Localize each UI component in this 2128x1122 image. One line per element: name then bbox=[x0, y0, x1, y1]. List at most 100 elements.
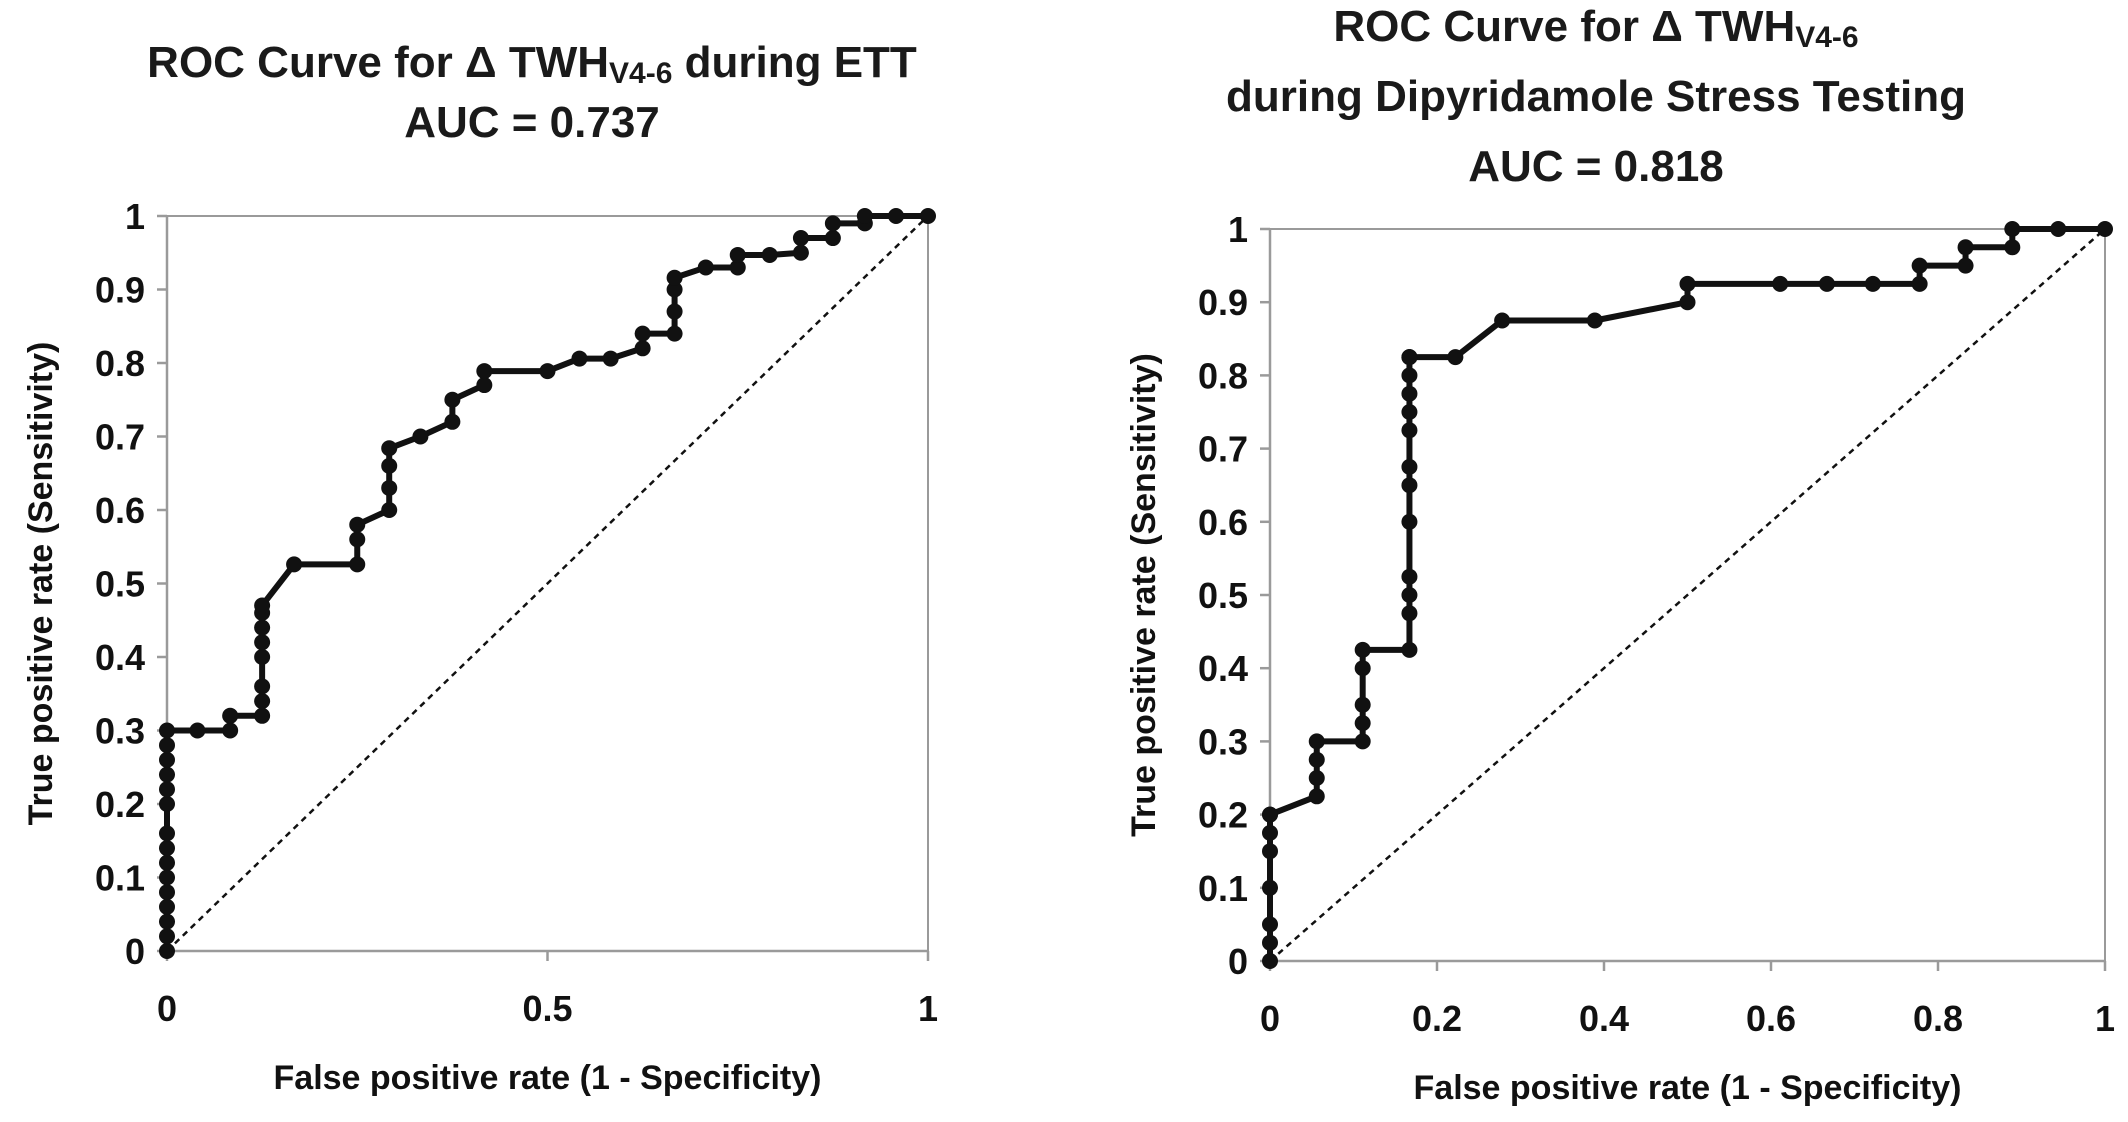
roc-data-point bbox=[159, 781, 175, 798]
chart-title-subscript: V4-6 bbox=[609, 57, 673, 90]
roc-data-point bbox=[2004, 221, 2021, 237]
roc-data-point bbox=[349, 516, 366, 533]
roc-data-point bbox=[1679, 275, 1696, 292]
roc-data-point bbox=[1308, 770, 1325, 786]
roc-data-point bbox=[222, 707, 239, 724]
x-tick-label: 0 bbox=[1260, 998, 1280, 1039]
roc-data-point bbox=[159, 928, 175, 945]
roc-data-point bbox=[602, 350, 619, 367]
roc-data-point bbox=[666, 281, 683, 298]
y-tick-label: 0.1 bbox=[1198, 868, 1248, 909]
roc-data-point bbox=[824, 215, 841, 232]
y-tick-label: 0.7 bbox=[1198, 429, 1248, 470]
roc-data-point bbox=[159, 840, 175, 857]
roc-data-point bbox=[1354, 641, 1371, 658]
y-tick-label: 0.2 bbox=[1198, 795, 1248, 836]
roc-data-point bbox=[159, 943, 175, 959]
y-tick-label: 0.1 bbox=[95, 858, 145, 899]
roc-data-point bbox=[1911, 275, 1928, 292]
roc-data-point bbox=[824, 230, 841, 247]
roc-data-point bbox=[1401, 477, 1418, 494]
y-tick-label: 0.2 bbox=[95, 784, 145, 825]
x-tick-label: 0.6 bbox=[1746, 998, 1796, 1039]
roc-data-point bbox=[920, 208, 936, 224]
roc-data-point bbox=[1262, 916, 1278, 933]
x-tick-label: 1 bbox=[918, 988, 938, 1029]
x-tick-label: 0.2 bbox=[1412, 998, 1462, 1039]
y-tick-label: 0.3 bbox=[95, 711, 145, 752]
y-tick-label: 0.6 bbox=[1198, 502, 1248, 543]
roc-data-point bbox=[159, 884, 175, 901]
y-tick-label: 0.9 bbox=[95, 270, 145, 311]
roc-data-point bbox=[1494, 312, 1511, 329]
roc-data-point bbox=[1354, 660, 1371, 677]
roc-data-point bbox=[2004, 239, 2021, 256]
roc-data-point bbox=[1401, 605, 1418, 622]
roc-data-point bbox=[1401, 513, 1418, 530]
roc-chart-right: 0 0.1 0.2 0.3 0.4 0.5 0.6 0.7 0.8 0.9 1 0 0.2 0.4 0.6 0… bbox=[1125, 209, 2115, 1107]
roc-data-point bbox=[634, 325, 651, 342]
roc-data-point bbox=[159, 898, 175, 915]
roc-data-point bbox=[1262, 806, 1278, 823]
roc-data-point bbox=[634, 340, 651, 357]
x-axis-label: False positive rate (1 - Specificity) bbox=[274, 1059, 822, 1097]
roc-data-point bbox=[159, 751, 175, 768]
roc-data-point bbox=[159, 796, 175, 812]
y-axis-label: True positive rate (Sensitivity) bbox=[22, 342, 60, 826]
x-tick-label: 0.5 bbox=[522, 988, 572, 1029]
roc-data-point bbox=[888, 208, 905, 224]
roc-data-point bbox=[159, 737, 175, 754]
y-tick-label: 0.9 bbox=[1198, 282, 1248, 323]
chart-title-text: ROC Curve for Δ TWH bbox=[1333, 2, 1796, 51]
y-tick-label: 0 bbox=[125, 931, 145, 972]
roc-data-point bbox=[571, 350, 588, 367]
roc-data-point bbox=[2097, 221, 2113, 237]
roc-data-point bbox=[254, 634, 271, 651]
roc-data-point bbox=[1262, 879, 1278, 896]
roc-data-point bbox=[666, 269, 683, 286]
reference-diagonal-line bbox=[1269, 228, 2106, 962]
x-tick-label: 0.8 bbox=[1913, 998, 1963, 1039]
y-axis-label: True positive rate (Sensitivity) bbox=[1125, 353, 1163, 837]
reference-diagonal-line bbox=[166, 215, 929, 952]
chart-title-text: ROC Curve for Δ TWH bbox=[147, 38, 610, 87]
roc-data-point bbox=[476, 363, 493, 380]
roc-data-point bbox=[1354, 696, 1371, 713]
y-tick-label: 0.8 bbox=[1198, 355, 1248, 396]
x-tick-label: 0.4 bbox=[1579, 998, 1629, 1039]
auc-label-right: AUC = 0.818 bbox=[1468, 142, 1724, 191]
x-axis-label: False positive rate (1 - Specificity) bbox=[1414, 1069, 1962, 1107]
roc-data-point bbox=[1401, 385, 1418, 402]
roc-data-point bbox=[1447, 349, 1464, 366]
roc-data-point bbox=[349, 531, 366, 548]
chart-title-line2-right: during Dipyridamole Stress Testing bbox=[1226, 72, 1966, 121]
roc-data-point bbox=[381, 440, 398, 457]
roc-data-point bbox=[792, 244, 809, 261]
roc-data-point bbox=[159, 854, 175, 871]
roc-data-point bbox=[1308, 733, 1325, 750]
roc-data-point bbox=[159, 722, 175, 739]
roc-data-point bbox=[159, 913, 175, 930]
roc-data-point bbox=[381, 502, 398, 518]
roc-data-point bbox=[349, 556, 366, 573]
roc-data-point bbox=[1401, 367, 1418, 384]
roc-data-point bbox=[1401, 349, 1418, 366]
roc-data-point bbox=[476, 377, 493, 394]
roc-data-point bbox=[2050, 221, 2067, 237]
y-tick-label: 0.6 bbox=[95, 490, 145, 531]
roc-data-point bbox=[1308, 751, 1325, 768]
roc-data-point bbox=[1401, 404, 1418, 420]
roc-data-point bbox=[189, 722, 206, 739]
chart-title-subscript: V4-6 bbox=[1795, 21, 1859, 54]
roc-data-point bbox=[159, 869, 175, 886]
roc-data-point bbox=[254, 597, 271, 614]
roc-data-point bbox=[159, 766, 175, 783]
roc-data-point bbox=[1262, 934, 1278, 951]
roc-data-point bbox=[1401, 641, 1418, 658]
roc-chart-left: 0 0.1 0.2 0.3 0.4 0.5 0.6 0.7 0.8 0.9 1 0 0.5 1 False … bbox=[22, 196, 938, 1097]
roc-data-point bbox=[666, 303, 683, 320]
roc-data-point bbox=[666, 325, 683, 342]
roc-data-point bbox=[381, 479, 398, 496]
chart-title-right: ROC Curve for Δ TWHV4-6 bbox=[1064, 0, 2128, 65]
roc-data-point bbox=[1401, 587, 1418, 603]
